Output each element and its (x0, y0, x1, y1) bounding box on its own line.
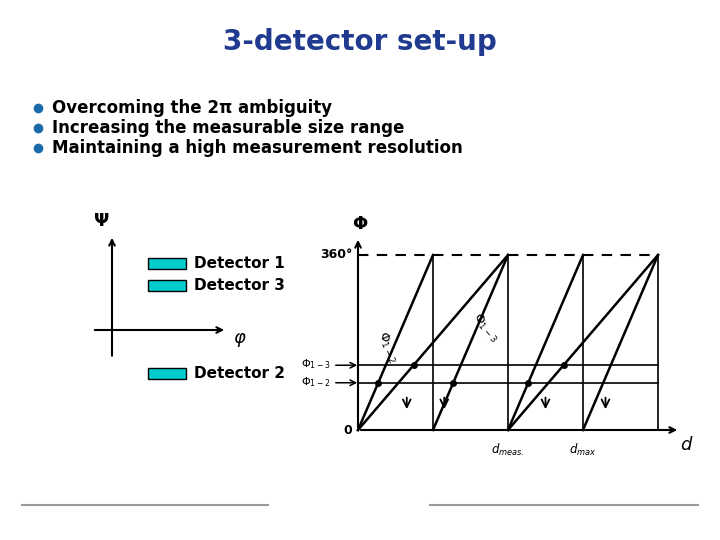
Text: $\Phi_{1-2}$: $\Phi_{1-2}$ (302, 375, 331, 389)
Bar (148, 258, 186, 269)
Text: $\Phi_{1-3}$: $\Phi_{1-3}$ (469, 310, 502, 345)
Text: Ψ: Ψ (94, 212, 109, 230)
Bar (148, 368, 186, 379)
Text: Φ: Φ (352, 215, 368, 233)
Text: Increasing the measurable size range: Increasing the measurable size range (52, 119, 405, 137)
Text: Detector 3: Detector 3 (194, 278, 285, 293)
Text: Detector 2: Detector 2 (194, 366, 285, 381)
Text: $\Phi_{1-3}$: $\Phi_{1-3}$ (302, 357, 331, 371)
Bar (148, 280, 186, 291)
Text: d: d (680, 436, 692, 454)
Text: Maintaining a high measurement resolution: Maintaining a high measurement resolutio… (52, 139, 463, 157)
Text: 360°: 360° (320, 248, 353, 261)
Text: Detector 1: Detector 1 (194, 256, 284, 271)
Text: 3-detector set-up: 3-detector set-up (223, 28, 497, 56)
Text: φ: φ (233, 329, 245, 347)
Text: $d_{meas.}$: $d_{meas.}$ (491, 442, 525, 458)
Text: $d_{max}$: $d_{max}$ (570, 442, 597, 458)
Text: Overcoming the 2π ambiguity: Overcoming the 2π ambiguity (52, 99, 332, 117)
Text: $\Phi_{1-2}$: $\Phi_{1-2}$ (374, 329, 401, 366)
Text: 0: 0 (343, 423, 352, 436)
